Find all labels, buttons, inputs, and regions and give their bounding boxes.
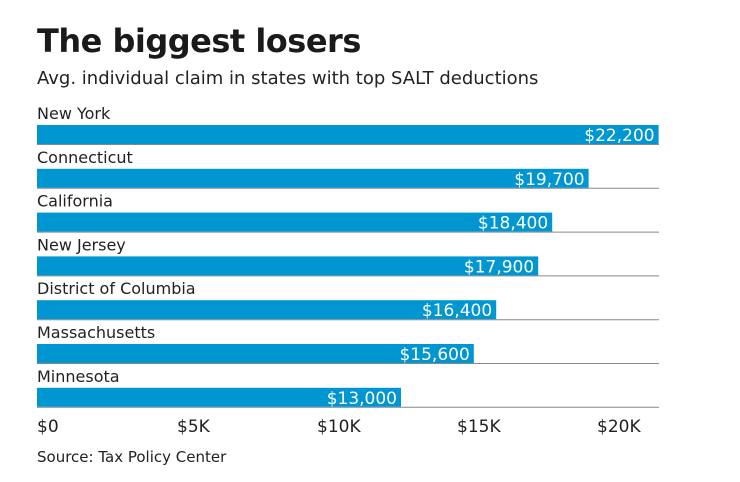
- x-tick-label: $5K: [177, 417, 211, 437]
- data-label: $17,900: [464, 257, 534, 277]
- data-label: $18,400: [478, 214, 548, 234]
- bar: [37, 387, 401, 407]
- data-label: $15,600: [399, 345, 469, 365]
- data-label: $19,700: [514, 170, 584, 190]
- bar: [37, 256, 539, 276]
- bar: [37, 212, 553, 232]
- data-label: $22,200: [584, 126, 654, 146]
- source-note: Source: Tax Policy Center: [37, 448, 227, 466]
- x-tick-label: $15K: [457, 417, 501, 437]
- x-tick-label: $10K: [317, 417, 361, 437]
- category-label: New York: [37, 104, 111, 123]
- category-label: Minnesota: [37, 367, 120, 386]
- data-label: $13,000: [327, 389, 397, 409]
- bar: [37, 300, 497, 320]
- category-label: Connecticut: [37, 148, 133, 167]
- category-label: District of Columbia: [37, 279, 196, 298]
- category-label: New Jersey: [37, 235, 126, 254]
- category-label: Massachusetts: [37, 323, 155, 342]
- chart-subtitle: Avg. individual claim in states with top…: [37, 68, 539, 89]
- x-tick-label: $0: [37, 417, 59, 437]
- category-label: California: [37, 192, 113, 211]
- data-label: $16,400: [422, 301, 492, 321]
- x-tick-label: $20K: [597, 417, 641, 437]
- bar: [37, 125, 659, 144]
- bar: [37, 168, 589, 188]
- chart-title: The biggest losers: [37, 22, 361, 60]
- bar: [37, 344, 474, 363]
